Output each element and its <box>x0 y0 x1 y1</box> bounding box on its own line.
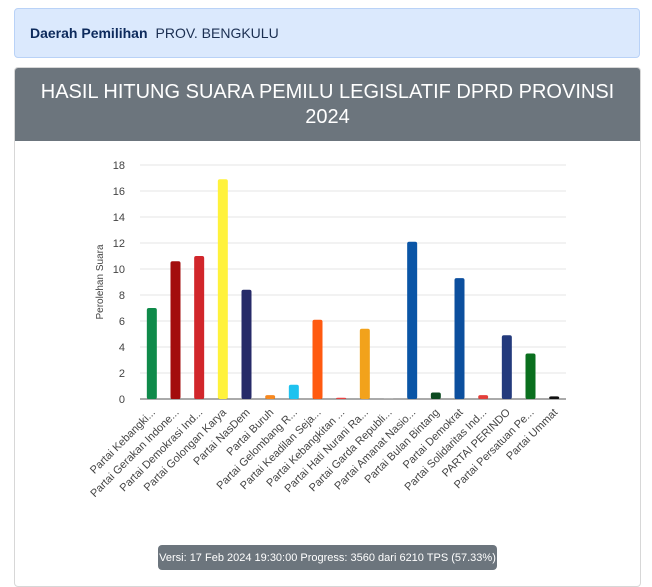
bar <box>265 395 276 399</box>
y-tick-label: 12 <box>113 238 125 250</box>
bar <box>525 353 536 399</box>
y-tick-label: 6 <box>119 316 125 328</box>
bar <box>501 335 512 399</box>
bar <box>146 308 157 399</box>
bar <box>170 261 181 399</box>
chart-header-title: HASIL HITUNG SUARA PEMILU LEGISLATIF DPR… <box>40 80 615 128</box>
bar <box>194 256 205 399</box>
y-tick-label: 4 <box>119 342 125 354</box>
bar <box>383 398 394 399</box>
region-label: Daerah Pemilihan <box>30 25 148 41</box>
chart-header: HASIL HITUNG SUARA PEMILU LEGISLATIF DPR… <box>15 68 640 141</box>
y-tick-label: 2 <box>119 368 125 380</box>
bar <box>288 384 299 399</box>
y-tick-label: 18 <box>113 160 125 172</box>
bar <box>336 397 347 399</box>
y-tick-label: 0 <box>119 394 125 406</box>
region-bar: Daerah Pemilihan PROV. BENGKULU <box>14 8 640 58</box>
bar <box>407 241 418 399</box>
region-value: PROV. BENGKULU <box>155 25 279 41</box>
y-tick-label: 16 <box>113 186 125 198</box>
y-axis-label: Perolehan Suara <box>95 244 106 319</box>
chart-card: HASIL HITUNG SUARA PEMILU LEGISLATIF DPR… <box>14 67 641 587</box>
bar <box>359 328 370 399</box>
bar <box>430 392 441 399</box>
progress-pill: Versi: 17 Feb 2024 19:30:00 Progress: 35… <box>158 545 497 570</box>
bar <box>478 395 489 399</box>
progress-text: Versi: 17 Feb 2024 19:30:00 Progress: 35… <box>159 551 496 564</box>
bar <box>549 396 560 399</box>
bar <box>454 278 465 399</box>
bar <box>312 319 323 399</box>
bar <box>241 289 252 399</box>
y-tick-label: 14 <box>113 212 125 224</box>
bar <box>217 179 228 399</box>
y-tick-label: 8 <box>119 290 125 302</box>
y-tick-label: 10 <box>113 264 125 276</box>
